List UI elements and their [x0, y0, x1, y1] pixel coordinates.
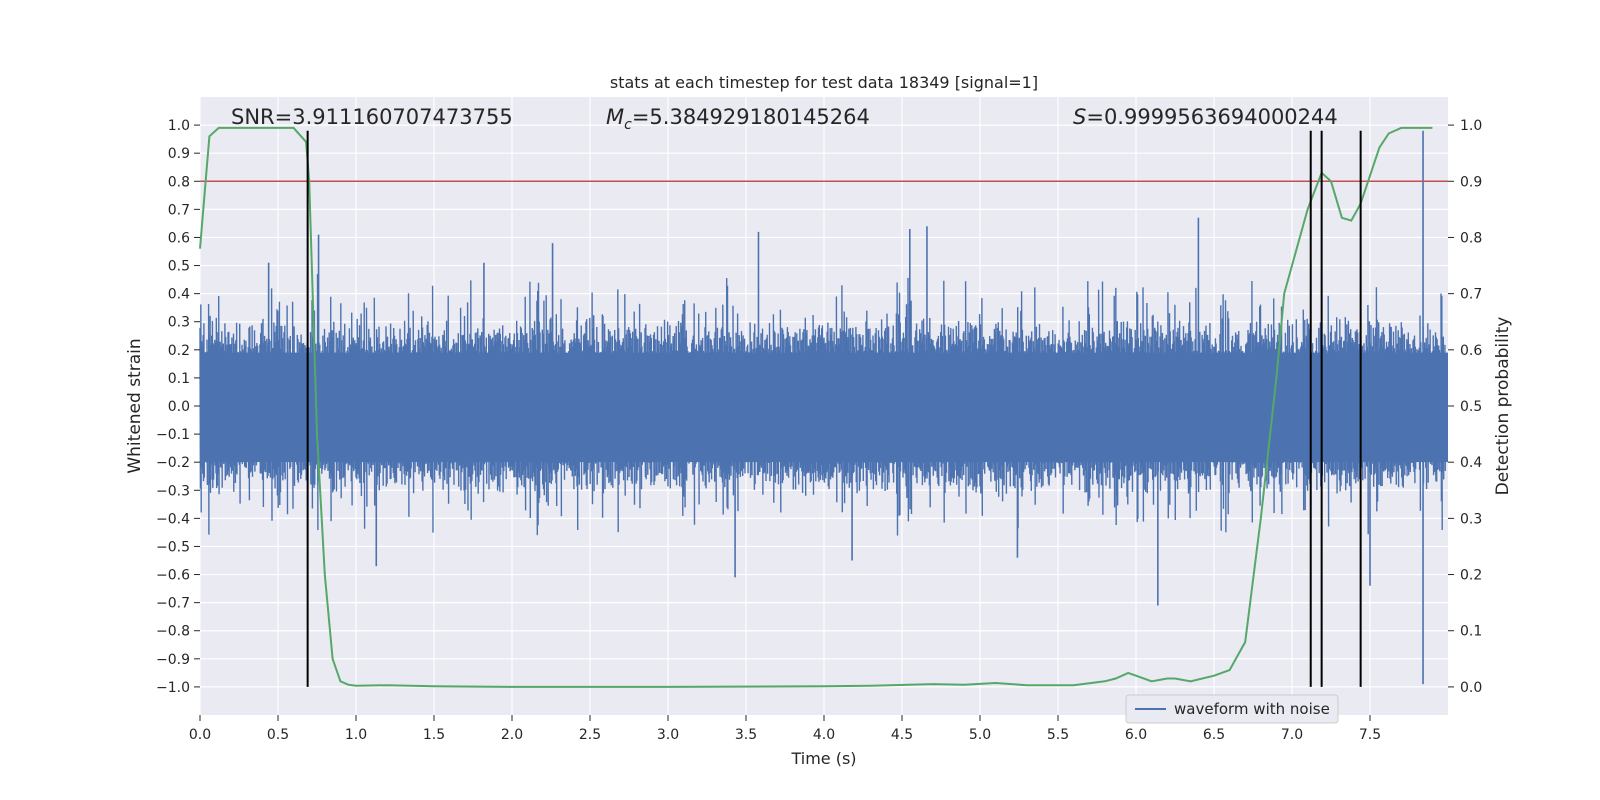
- x-tick-label: 4.5: [891, 727, 913, 743]
- y-tick-label: 0.2: [168, 343, 190, 359]
- y2-axis-label: Detection probability: [1493, 317, 1513, 496]
- y-tick-label: −1.0: [156, 680, 190, 696]
- x-tick-label: 0.5: [267, 727, 289, 743]
- y-tick-label: 0.3: [168, 315, 190, 331]
- waveform-core-band: [200, 352, 1448, 463]
- y-tick-label: −0.2: [156, 455, 190, 471]
- y-tick-label: −0.3: [156, 483, 190, 499]
- x-tick-label: 1.0: [345, 727, 367, 743]
- chart-title: stats at each timestep for test data 183…: [610, 73, 1038, 92]
- y-tick-label: −0.7: [156, 596, 190, 612]
- y2-tick-label: 0.8: [1460, 230, 1482, 246]
- y2-tick-label: 0.0: [1460, 680, 1482, 696]
- y-tick-label: 0.8: [168, 174, 190, 190]
- legend-box: [1125, 694, 1339, 724]
- detection-probability-line: [199, 126, 1433, 688]
- x-tick-label: 3.5: [735, 727, 757, 743]
- y-tick-label: 0.0: [168, 399, 190, 415]
- y2-tick-label: 1.0: [1460, 118, 1482, 134]
- y2-tick-label: 0.2: [1460, 568, 1482, 584]
- probability-layer: [199, 126, 1448, 688]
- legend: waveform with noise: [1125, 694, 1339, 724]
- y-tick-label: −0.8: [156, 624, 190, 640]
- x-tick-label: 5.5: [1047, 727, 1069, 743]
- s-annotation: S=0.9999563694000244: [1073, 105, 1338, 129]
- x-tick-label: 7.0: [1281, 727, 1303, 743]
- y-tick-label: 0.1: [168, 371, 190, 387]
- x-tick-label: 4.0: [813, 727, 835, 743]
- waveform-series: [199, 130, 1448, 685]
- chirp-mass-annotation: Mc=5.384929180145264: [606, 105, 870, 133]
- y-tick-label: −0.1: [156, 427, 190, 443]
- y2-tick-label: 0.5: [1460, 399, 1482, 415]
- y2-tick-label: 0.6: [1460, 343, 1482, 359]
- y2-tick-label: 0.3: [1460, 511, 1482, 527]
- y-tick-label: 0.5: [168, 259, 190, 275]
- x-axis-label: Time (s): [790, 749, 856, 768]
- y-tick-label: −0.4: [156, 511, 190, 527]
- legend-label: waveform with noise: [1174, 700, 1330, 718]
- y-tick-label: 0.9: [168, 146, 190, 162]
- y-tick-label: −0.9: [156, 652, 190, 668]
- y2-tick-label: 0.9: [1460, 174, 1482, 190]
- y-tick-label: −0.6: [156, 568, 190, 584]
- snr-annotation: SNR=3.911160707473755: [231, 105, 513, 129]
- y-tick-label: 1.0: [168, 118, 190, 134]
- x-tick-label: 6.0: [1125, 727, 1147, 743]
- y-tick-label: 0.6: [168, 230, 190, 246]
- y-tick-label: −0.5: [156, 539, 190, 555]
- axes: 0.0 0.5 1.0 1.5 2.0 2.5 3.0 3.5 4.0 4.5 5.0 5.5 6.0 6…: [156, 118, 1482, 743]
- x-tick-label: 2.5: [579, 727, 601, 743]
- x-tick-label: 3.0: [657, 727, 679, 743]
- x-tick-label: 1.5: [423, 727, 445, 743]
- x-tick-label: 2.0: [501, 727, 523, 743]
- x-tick-label: 7.5: [1359, 727, 1381, 743]
- y2-tick-label: 0.4: [1460, 455, 1482, 471]
- x-tick-label: 5.0: [969, 727, 991, 743]
- y-axis-label: Whitened strain: [125, 338, 145, 473]
- y-tick-label: 0.4: [168, 287, 190, 303]
- y2-tick-label: 0.7: [1460, 287, 1482, 303]
- x-tick-label: 0.0: [189, 727, 211, 743]
- y2-tick-label: 0.1: [1460, 624, 1482, 640]
- x-tick-label: 6.5: [1203, 727, 1225, 743]
- y-tick-label: 0.7: [168, 202, 190, 218]
